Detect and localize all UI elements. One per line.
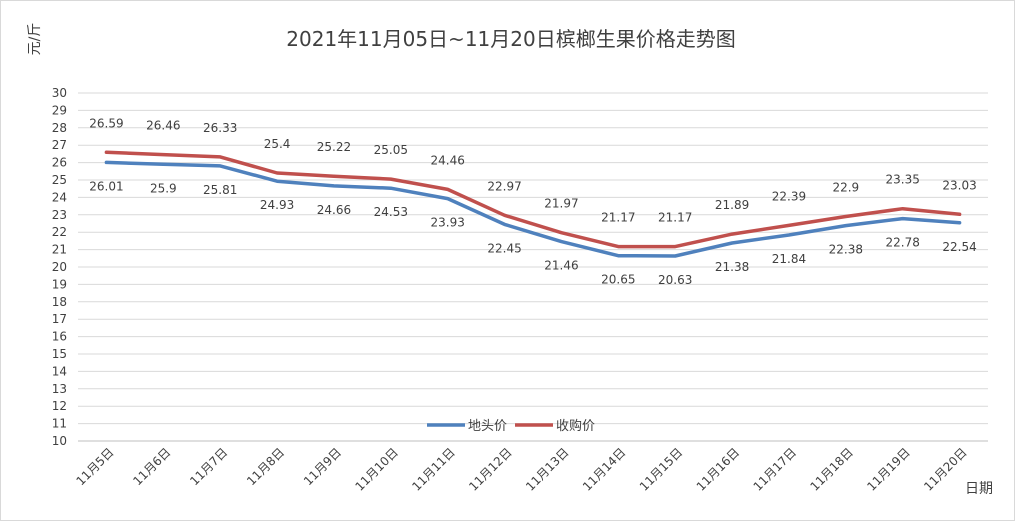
data-label: 25.22 <box>317 140 351 154</box>
y-tick-label: 28 <box>52 121 67 135</box>
data-label: 22.39 <box>772 189 806 203</box>
data-label: 26.59 <box>89 116 123 130</box>
y-tick-label: 16 <box>52 330 67 344</box>
x-axis-label: 日期 <box>965 481 993 497</box>
y-tick-label: 21 <box>52 243 67 257</box>
x-tick-label: 11月10日 <box>352 445 400 493</box>
series-lines <box>104 150 962 258</box>
data-label: 23.93 <box>431 216 465 230</box>
y-tick-label: 18 <box>52 295 67 309</box>
data-label: 23.03 <box>942 178 976 192</box>
y-tick-label: 26 <box>52 156 67 170</box>
data-label: 22.45 <box>487 241 521 255</box>
x-tick-label: 11月16日 <box>694 445 742 493</box>
y-tick-label: 24 <box>52 190 67 204</box>
x-tick-label: 11月13日 <box>523 445 571 493</box>
y-tick-label: 27 <box>52 138 67 152</box>
y-tick-label: 23 <box>52 208 67 222</box>
x-tick-label: 11月18日 <box>807 445 855 493</box>
data-label: 26.33 <box>203 121 237 135</box>
y-axis-ticks: 10 11 12 13 14 15 16 17 18 19 20 21 22 23 24 25 26 27 28 29… <box>52 86 67 448</box>
data-label: 25.9 <box>150 181 177 195</box>
x-tick-label: 11月19日 <box>864 445 912 493</box>
x-tick-label: 11月17日 <box>751 445 799 493</box>
data-label: 24.46 <box>431 153 465 167</box>
y-tick-label: 13 <box>52 382 67 396</box>
y-tick-label: 14 <box>52 364 67 378</box>
y-tick-label: 20 <box>52 260 67 274</box>
y-tick-label: 19 <box>52 277 67 291</box>
series-line-0 <box>104 160 962 258</box>
data-label: 22.9 <box>832 181 859 195</box>
legend-label-dituo: 地头价 <box>468 419 507 434</box>
y-tick-label: 15 <box>52 347 67 361</box>
x-tick-label: 11月7日 <box>187 445 230 488</box>
x-tick-label: 11月6日 <box>130 445 173 488</box>
y-tick-label: 12 <box>52 399 67 413</box>
data-label: 22.54 <box>942 240 976 254</box>
gridlines <box>78 92 988 442</box>
y-tick-label: 10 <box>52 434 67 448</box>
data-label: 21.89 <box>715 198 749 212</box>
data-label: 22.78 <box>886 236 920 250</box>
data-label: 24.53 <box>374 205 408 219</box>
x-tick-label: 11月9日 <box>301 445 344 488</box>
data-label: 23.35 <box>886 173 920 187</box>
y-axis-label: 元/斤 <box>27 23 43 56</box>
x-tick-label: 11月11日 <box>409 445 457 493</box>
data-label: 21.97 <box>544 197 578 211</box>
data-label: 21.84 <box>772 252 806 266</box>
y-tick-label: 29 <box>52 103 67 117</box>
x-tick-label: 11月12日 <box>466 445 514 493</box>
y-tick-label: 30 <box>52 86 67 100</box>
data-label: 25.81 <box>203 183 237 197</box>
data-label: 21.38 <box>715 260 749 274</box>
data-label: 20.63 <box>658 273 692 287</box>
y-tick-label: 17 <box>52 312 67 326</box>
x-tick-label: 11月5日 <box>73 445 116 488</box>
data-label: 21.46 <box>544 259 578 273</box>
legend: 地头价 收购价 <box>427 418 595 434</box>
legend-label-shougou: 收购价 <box>556 418 595 434</box>
data-labels: 26.01 25.9 25.81 24.93 24.66 24.53 23.93 22.45 2… <box>89 116 976 287</box>
x-tick-label: 11月20日 <box>921 445 969 493</box>
series-line-1 <box>104 150 962 249</box>
data-label: 25.4 <box>264 137 291 151</box>
data-label: 22.97 <box>487 179 521 193</box>
x-tick-label: 11月15日 <box>637 445 685 493</box>
data-label: 20.65 <box>601 273 635 287</box>
x-tick-label: 11月8日 <box>244 445 287 488</box>
data-label: 21.17 <box>601 211 635 225</box>
data-label: 22.38 <box>829 243 863 257</box>
data-label: 21.17 <box>658 211 692 225</box>
data-label: 26.01 <box>89 179 123 193</box>
data-label: 24.93 <box>260 198 294 212</box>
chart-title: 2021年11月05日~11月20日槟榔生果价格走势图 <box>286 27 735 51</box>
x-tick-label: 11月14日 <box>580 445 628 493</box>
data-label: 24.66 <box>317 203 351 217</box>
x-axis-ticks: 11月5日 11月6日 11月7日 11月8日 11月9日 11月10日 11月11日 11月… <box>73 445 969 493</box>
y-tick-label: 11 <box>52 417 67 431</box>
y-tick-label: 22 <box>52 225 67 239</box>
data-label: 25.05 <box>374 143 408 157</box>
data-label: 26.46 <box>146 119 180 133</box>
y-tick-label: 25 <box>52 173 67 187</box>
